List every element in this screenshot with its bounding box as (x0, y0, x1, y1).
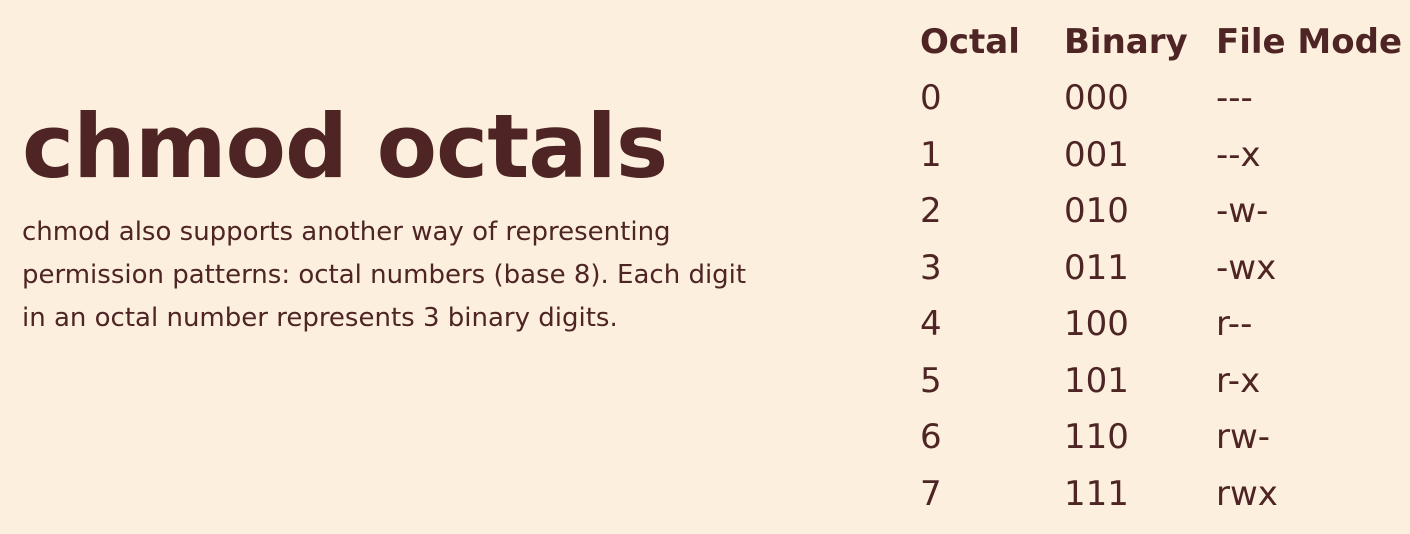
description-text: chmod also supports another way of repre… (22, 217, 747, 333)
octal-cell: 2 (920, 191, 942, 232)
octal-table: Octal Binary File Mode 0 000 --- 1 001 -… (920, 14, 1410, 522)
octal-cell: 7 (920, 473, 942, 514)
table-row: 3 011 -wx (920, 240, 1410, 297)
file-mode-cell: r-x (1216, 360, 1261, 401)
octal-column-header: Octal (920, 22, 1020, 62)
file-mode-cell: rw- (1216, 417, 1271, 458)
table-row: 4 100 r-- (920, 296, 1410, 353)
table-row: 6 110 rw- (920, 409, 1410, 466)
table-row: 2 010 -w- (920, 183, 1410, 240)
binary-cell: 110 (1064, 417, 1129, 458)
file-mode-cell: -w- (1216, 191, 1269, 232)
octal-cell: 4 (920, 304, 942, 345)
table-row: 7 111 rwx (920, 466, 1410, 523)
file-mode-cell: -wx (1216, 247, 1277, 288)
file-mode-cell: rwx (1216, 473, 1278, 514)
binary-cell: 101 (1064, 360, 1129, 401)
file-mode-cell: --x (1216, 134, 1261, 175)
table-header-row: Octal Binary File Mode (920, 14, 1410, 70)
octal-cell: 0 (920, 78, 942, 119)
binary-cell: 010 (1064, 191, 1129, 232)
binary-cell: 111 (1064, 473, 1129, 514)
table-body: 0 000 --- 1 001 --x 2 010 -w- 3 011 -wx … (920, 70, 1410, 522)
binary-cell: 011 (1064, 247, 1129, 288)
table-header: Octal Binary File Mode (920, 14, 1410, 70)
octal-cell: 5 (920, 360, 942, 401)
binary-column-header: Binary (1064, 22, 1188, 62)
table-row: 1 001 --x (920, 127, 1410, 184)
octal-cell: 1 (920, 134, 942, 175)
octal-cell: 6 (920, 417, 942, 458)
binary-cell: 001 (1064, 134, 1129, 175)
table-row: 5 101 r-x (920, 353, 1410, 410)
file-mode-cell: r-- (1216, 304, 1253, 345)
file-mode-cell: --- (1216, 78, 1253, 119)
binary-cell: 100 (1064, 304, 1129, 345)
page-title: chmod octals (22, 95, 668, 198)
file-mode-column-header: File Mode (1216, 22, 1403, 62)
octal-cell: 3 (920, 247, 942, 288)
table-row: 0 000 --- (920, 70, 1410, 127)
binary-cell: 000 (1064, 78, 1129, 119)
